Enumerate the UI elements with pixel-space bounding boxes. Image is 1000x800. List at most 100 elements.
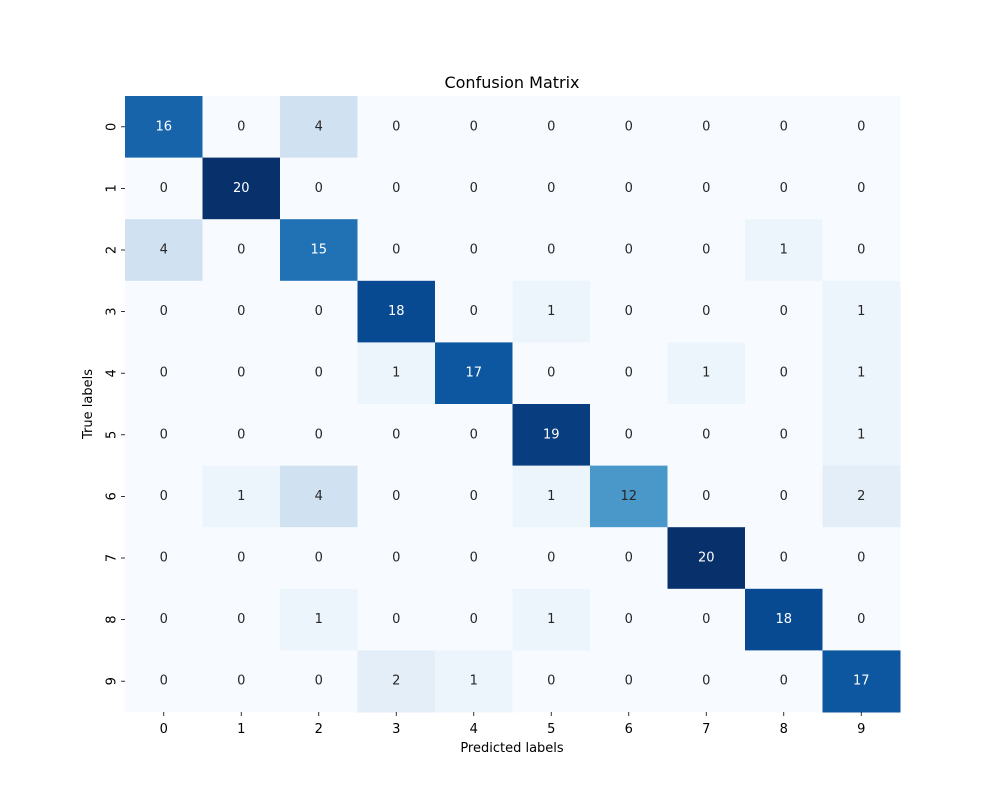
heatmap-cell [512,157,591,220]
heatmap-cell [435,465,513,528]
heatmap-cell [745,404,823,467]
cell-value-label: 0 [780,366,788,381]
heatmap-cell [202,588,281,651]
cell-value-label: 0 [237,612,245,627]
heatmap-cell [745,280,823,343]
cell-value-label: 0 [625,366,633,381]
cell-value-label: 0 [392,551,400,566]
heatmap-cell [357,219,436,282]
x-tick-label: 8 [780,722,788,737]
cell-value-label: 2 [392,674,400,689]
heatmap-cell [822,588,901,651]
cell-value-label: 1 [857,304,865,319]
heatmap-cell [357,96,436,159]
heatmap-cell [125,588,203,651]
heatmap-cell [745,96,823,159]
cell-value-label: 0 [857,612,865,627]
cell-value-label: 0 [470,551,478,566]
cell-value-label: 0 [392,612,400,627]
cell-value-label: 0 [237,119,245,134]
heatmap-cell [357,280,436,343]
heatmap-cell [667,157,746,220]
cell-value-label: 0 [237,674,245,689]
y-tick-label: 8 [105,615,120,623]
cell-value-label: 0 [547,366,555,381]
cell-value-label: 0 [780,181,788,196]
heatmap-cell [280,465,358,528]
heatmap-cell [280,404,358,467]
heatmap-cell [590,650,668,713]
heatmap-cell [125,527,203,590]
heatmap-cell [745,650,823,713]
cell-value-label: 0 [315,304,323,319]
cell-value-label: 0 [625,304,633,319]
cell-value-label: 0 [857,119,865,134]
heatmap-cell [667,96,746,159]
heatmap-cell [125,650,203,713]
y-tick-label: 3 [105,307,120,315]
x-tick-label: 2 [315,722,323,737]
cell-value-label: 0 [625,243,633,258]
cell-value-label: 0 [392,489,400,504]
heatmap-cell [435,588,513,651]
heatmap-cell [125,96,203,159]
y-tick-label: 4 [105,369,120,377]
heatmap-cell [512,280,591,343]
y-tick-label: 9 [105,677,120,685]
heatmap-cell [512,650,591,713]
heatmap-cell [745,157,823,220]
cell-value-label: 0 [315,427,323,442]
heatmap-cell [435,96,513,159]
cell-value-label: 4 [315,489,323,504]
cell-value-label: 0 [470,427,478,442]
cell-value-label: 1 [470,674,478,689]
y-tick-label: 5 [105,431,120,439]
cell-value-label: 0 [315,181,323,196]
cell-value-label: 0 [547,243,555,258]
heatmap-cell [125,342,203,405]
cell-value-label: 1 [547,304,555,319]
cell-value-label: 1 [547,489,555,504]
cell-value-label: 0 [392,119,400,134]
heatmap-cell [125,465,203,528]
cell-value-label: 0 [470,243,478,258]
cell-value-label: 1 [237,489,245,504]
cell-value-label: 0 [470,181,478,196]
y-axis-label: True labels [81,369,96,440]
cell-value-label: 1 [547,612,555,627]
cell-value-label: 17 [465,366,482,381]
cell-value-label: 0 [237,427,245,442]
cell-value-label: 4 [160,243,168,258]
cell-value-label: 0 [780,119,788,134]
heatmap-cell [512,527,591,590]
heatmap-cell [822,465,901,528]
cell-value-label: 0 [625,674,633,689]
heatmap-cell [822,527,901,590]
cell-value-label: 0 [857,243,865,258]
cell-value-label: 15 [310,243,327,258]
cell-value-label: 1 [702,366,710,381]
heatmap-cell [590,96,668,159]
heatmap-cell [357,342,436,405]
x-tick-label: 0 [160,722,168,737]
heatmap-cell [590,588,668,651]
x-tick-label: 6 [625,722,633,737]
cell-value-label: 0 [857,551,865,566]
heatmap-cell [202,342,281,405]
heatmap-cell [202,280,281,343]
heatmap-cell [667,465,746,528]
cell-value-label: 0 [160,366,168,381]
cell-value-label: 0 [625,612,633,627]
cell-value-label: 0 [702,427,710,442]
heatmap-cell [357,404,436,467]
heatmap-cell [512,465,591,528]
heatmap-cell [822,280,901,343]
cell-value-label: 0 [470,119,478,134]
cell-value-label: 1 [857,366,865,381]
x-tick-label: 4 [470,722,478,737]
cell-value-label: 18 [388,304,405,319]
cell-value-label: 0 [702,612,710,627]
heatmap-cell [435,404,513,467]
heatmap-cell [745,588,823,651]
